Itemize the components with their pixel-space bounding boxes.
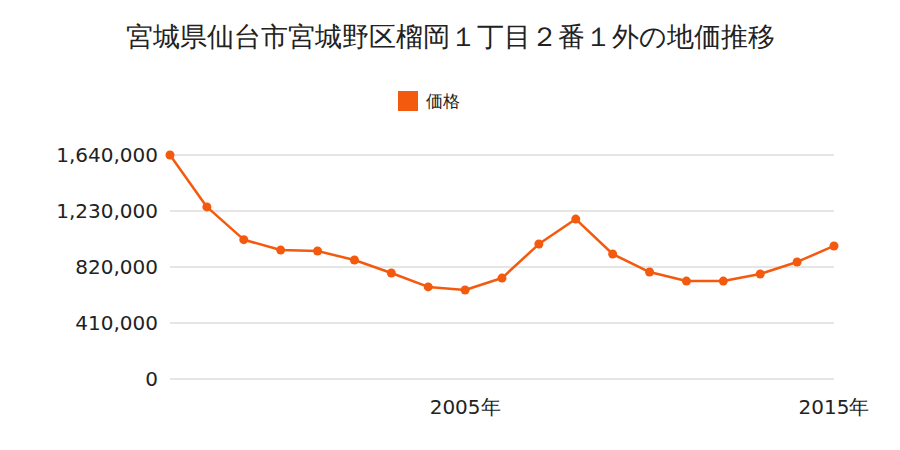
- point: [202, 202, 211, 211]
- y-tick-label: 820,000: [75, 255, 158, 279]
- chart: 宮城県仙台市宮城野区榴岡１丁目２番１外の地価推移価格 0 410,000 820,00…: [0, 0, 900, 450]
- point: [350, 256, 359, 265]
- point: [793, 257, 802, 266]
- point: [239, 235, 248, 244]
- point: [313, 247, 322, 256]
- grid-line: [170, 155, 834, 156]
- point: [830, 241, 839, 250]
- grid-line: [170, 211, 834, 212]
- y-tick-label: 0: [145, 367, 158, 391]
- x-axis: 2005年 2015年: [430, 395, 870, 419]
- title: 宮城県仙台市宮城野区榴岡１丁目２番１外の地価推移: [126, 21, 775, 52]
- y-tick-label: 1,640,000: [56, 143, 158, 167]
- x-tick-label: 2015年: [799, 395, 870, 419]
- legend-swatch: [398, 91, 418, 111]
- point: [166, 151, 175, 160]
- point: [534, 240, 543, 249]
- point: [719, 277, 728, 286]
- point: [571, 215, 580, 224]
- point: [756, 269, 765, 278]
- point: [387, 269, 396, 278]
- legend-label: 価格: [426, 91, 460, 111]
- point: [461, 285, 470, 294]
- point: [424, 282, 433, 291]
- grid-line: [170, 267, 834, 268]
- grid-line: [170, 323, 834, 324]
- y-tick-label: 1,230,000: [56, 199, 158, 223]
- line: [170, 155, 834, 290]
- point: [276, 246, 285, 255]
- plot-area: [166, 151, 839, 295]
- grid-line: [170, 379, 834, 380]
- point: [645, 268, 654, 277]
- x-tick-label: 2005年: [430, 395, 501, 419]
- point: [498, 274, 507, 283]
- point: [608, 250, 617, 259]
- y-axis: 0 410,000 820,000 1,230,000 1,640,000: [56, 143, 834, 391]
- point: [682, 277, 691, 286]
- y-tick-label: 410,000: [75, 311, 158, 335]
- legend: 価格: [398, 91, 460, 111]
